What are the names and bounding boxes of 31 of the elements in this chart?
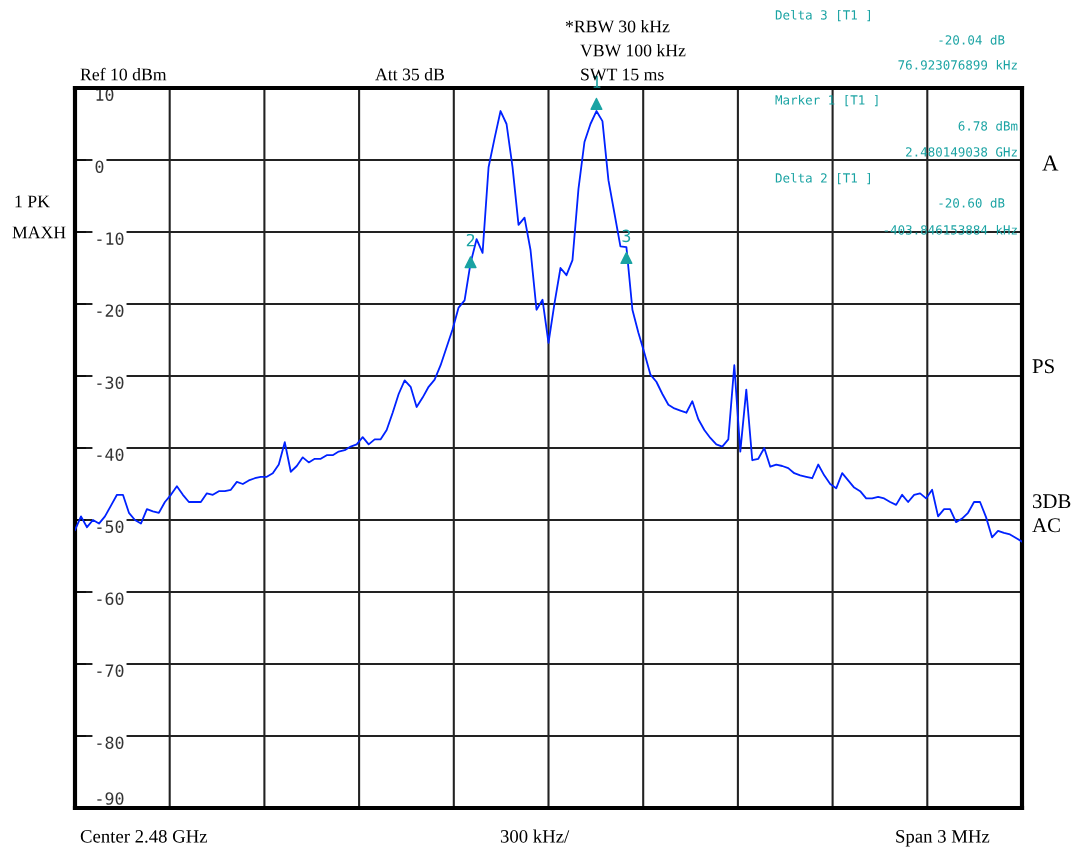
y-tick-label: -60 <box>97 592 124 605</box>
text: 76.923076899 kHz <box>898 59 1017 70</box>
text: Span 3 MHz <box>896 830 990 847</box>
y-tick-label: -20 <box>97 304 124 317</box>
text: MAXH <box>12 226 66 239</box>
text: Ref 10 dBm <box>80 67 167 81</box>
text: Center 2.48 GHz <box>80 830 208 843</box>
series-label: 3 <box>622 229 631 243</box>
text: Att 35 dB <box>375 67 444 81</box>
text: Delta 3 [T1 ] <box>775 9 871 22</box>
text: 3DB <box>1033 494 1071 509</box>
text: -20.04 dB <box>939 34 1005 45</box>
y-tick-label: -30 <box>97 376 124 389</box>
annotation: Delta 2 [T1 ] <box>775 172 871 185</box>
text: VBW 100 kHz <box>580 43 686 57</box>
y-tick-label: -50 <box>97 520 124 533</box>
annotation: -20.60 dB <box>939 197 1005 208</box>
annotation: 6.78 dBm <box>958 120 1018 131</box>
series-label: 2 <box>466 233 475 247</box>
text: PS <box>1032 359 1054 374</box>
text: A <box>1042 155 1059 171</box>
y-tick-label: -70 <box>97 664 124 677</box>
y-tick-label: -80 <box>97 736 124 749</box>
y-tick-label: -40 <box>97 448 124 461</box>
text: 1 PK <box>15 195 50 208</box>
text: 300 kHz/ <box>500 829 570 843</box>
text: *RBW 30 kHz <box>565 19 670 33</box>
text: AC <box>1032 518 1060 533</box>
y-tick-label: 0 <box>95 160 104 173</box>
y-tick-label: -10 <box>97 232 124 245</box>
y-tick-label: -90 <box>97 792 124 805</box>
